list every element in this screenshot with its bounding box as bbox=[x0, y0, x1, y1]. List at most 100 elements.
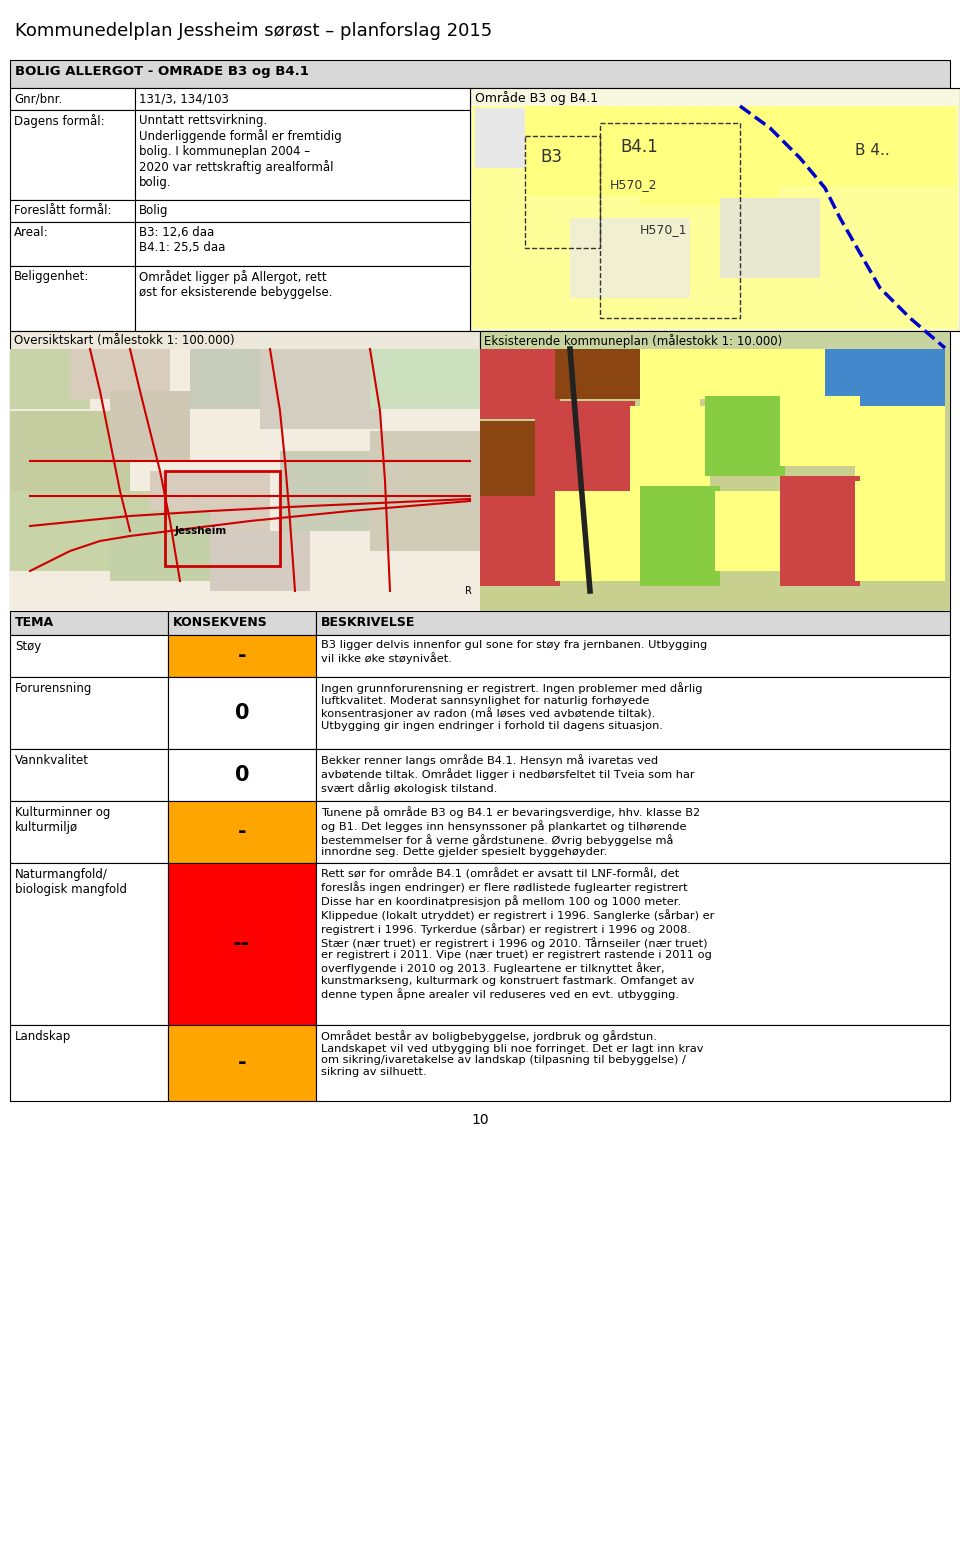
Text: Bekker renner langs område B4.1. Hensyn må ivaretas ved
avbøtende tiltak. Område: Bekker renner langs område B4.1. Hensyn … bbox=[321, 753, 695, 794]
Text: Forurensning: Forurensning bbox=[15, 682, 92, 694]
Bar bbox=[190, 349, 270, 409]
Bar bbox=[168, 801, 316, 863]
Bar bbox=[855, 480, 945, 581]
Bar bbox=[10, 677, 168, 749]
Bar bbox=[168, 636, 316, 677]
Text: -: - bbox=[238, 1052, 247, 1073]
Text: Eksisterende kommuneplan (målestokk 1: 10.000): Eksisterende kommuneplan (målestokk 1: 1… bbox=[484, 333, 782, 347]
Text: -: - bbox=[238, 646, 247, 666]
Bar bbox=[470, 88, 960, 332]
Bar bbox=[316, 863, 950, 1025]
Text: Areal:: Areal: bbox=[14, 226, 49, 239]
Text: Området består av boligbebyggelse, jordbruk og gårdstun.
Landskapet vil ved utby: Området består av boligbebyggelse, jordb… bbox=[321, 1031, 704, 1077]
Bar bbox=[770, 105, 870, 186]
Bar bbox=[475, 109, 525, 167]
Bar bbox=[480, 349, 560, 418]
Text: Rett sør for område B4.1 (området er avsatt til LNF-formål, det
foreslås ingen e: Rett sør for område B4.1 (området er avs… bbox=[321, 868, 714, 1000]
Text: H570_2: H570_2 bbox=[610, 178, 658, 191]
Bar bbox=[10, 411, 130, 491]
Text: B 4..: B 4.. bbox=[855, 143, 890, 158]
Bar bbox=[780, 395, 860, 467]
Bar bbox=[10, 88, 135, 110]
Bar bbox=[10, 60, 950, 88]
Bar bbox=[168, 863, 316, 1025]
Text: Kulturminner og
kulturmiljø: Kulturminner og kulturmiljø bbox=[15, 806, 110, 834]
Text: Naturmangfold/
biologisk mangfold: Naturmangfold/ biologisk mangfold bbox=[15, 868, 127, 896]
Text: B4.1: B4.1 bbox=[620, 138, 658, 157]
Bar bbox=[695, 349, 775, 398]
Bar bbox=[110, 391, 190, 460]
Bar bbox=[370, 349, 480, 409]
Bar bbox=[316, 801, 950, 863]
Bar bbox=[10, 611, 168, 636]
Bar bbox=[555, 491, 645, 581]
Bar bbox=[10, 349, 480, 611]
Text: BOLIG ALLERGOT - OMRADE B3 og B4.1: BOLIG ALLERGOT - OMRADE B3 og B4.1 bbox=[15, 65, 309, 78]
Bar bbox=[316, 1025, 950, 1100]
Bar bbox=[705, 395, 785, 476]
Text: BESKRIVELSE: BESKRIVELSE bbox=[321, 615, 416, 629]
Text: Bolig: Bolig bbox=[139, 205, 169, 217]
Bar bbox=[135, 222, 470, 267]
Bar bbox=[555, 349, 645, 398]
Bar bbox=[860, 105, 955, 186]
Bar bbox=[150, 471, 270, 570]
Bar bbox=[825, 349, 945, 409]
Text: Kommunedelplan Jessheim sørøst – planforslag 2015: Kommunedelplan Jessheim sørøst – planfor… bbox=[15, 22, 492, 40]
Bar bbox=[280, 451, 380, 532]
Bar bbox=[10, 332, 480, 611]
Text: --: -- bbox=[233, 935, 251, 953]
Bar bbox=[165, 471, 280, 566]
Bar bbox=[135, 200, 470, 222]
Bar bbox=[480, 496, 560, 586]
Bar bbox=[630, 406, 710, 496]
Text: Gnr/bnr.: Gnr/bnr. bbox=[14, 91, 62, 105]
Bar bbox=[110, 512, 210, 581]
Bar bbox=[570, 219, 690, 298]
Bar bbox=[316, 636, 950, 677]
Bar bbox=[135, 88, 470, 110]
Bar bbox=[770, 349, 830, 398]
Bar bbox=[472, 105, 958, 329]
Bar bbox=[168, 749, 316, 801]
Text: Området ligger på Allergot, rett
øst for eksisterende bebyggelse.: Området ligger på Allergot, rett øst for… bbox=[139, 270, 332, 299]
Text: KONSEKVENS: KONSEKVENS bbox=[173, 615, 268, 629]
Bar bbox=[535, 401, 635, 501]
Bar bbox=[10, 110, 135, 200]
Bar bbox=[260, 349, 380, 429]
Text: Beliggenhet:: Beliggenhet: bbox=[14, 270, 89, 284]
Bar bbox=[830, 188, 950, 308]
Bar bbox=[10, 222, 135, 267]
Bar bbox=[720, 198, 820, 277]
Bar bbox=[640, 349, 700, 409]
Text: Oversiktskart (målestokk 1: 100.000): Oversiktskart (målestokk 1: 100.000) bbox=[14, 333, 234, 347]
Text: TEMA: TEMA bbox=[15, 615, 54, 629]
Bar bbox=[480, 422, 540, 501]
Bar bbox=[168, 611, 316, 636]
Text: R: R bbox=[465, 586, 472, 597]
Bar bbox=[640, 487, 720, 586]
Text: Tunene på område B3 og B4.1 er bevaringsverdige, hhv. klasse B2
og B1. Det legge: Tunene på område B3 og B4.1 er bevarings… bbox=[321, 806, 700, 857]
Bar bbox=[316, 677, 950, 749]
Text: Landskap: Landskap bbox=[15, 1031, 71, 1043]
Bar bbox=[70, 349, 170, 398]
Bar bbox=[10, 267, 135, 332]
Text: 0: 0 bbox=[235, 704, 250, 722]
Bar bbox=[715, 491, 785, 570]
Bar bbox=[168, 1025, 316, 1100]
Bar bbox=[480, 332, 950, 611]
Bar bbox=[10, 636, 168, 677]
Text: Jessheim: Jessheim bbox=[175, 525, 228, 536]
Text: Dagens formål:: Dagens formål: bbox=[14, 115, 105, 129]
Bar bbox=[525, 105, 645, 195]
Bar bbox=[10, 491, 160, 570]
Bar bbox=[316, 611, 950, 636]
Text: Foreslått formål:: Foreslått formål: bbox=[14, 205, 111, 217]
Bar bbox=[780, 476, 860, 586]
Text: 10: 10 bbox=[471, 1113, 489, 1127]
Bar bbox=[10, 200, 135, 222]
Bar bbox=[10, 349, 90, 409]
Text: B3: B3 bbox=[540, 147, 562, 166]
Text: 131/3, 134/103: 131/3, 134/103 bbox=[139, 91, 228, 105]
Text: H570_1: H570_1 bbox=[640, 223, 687, 236]
